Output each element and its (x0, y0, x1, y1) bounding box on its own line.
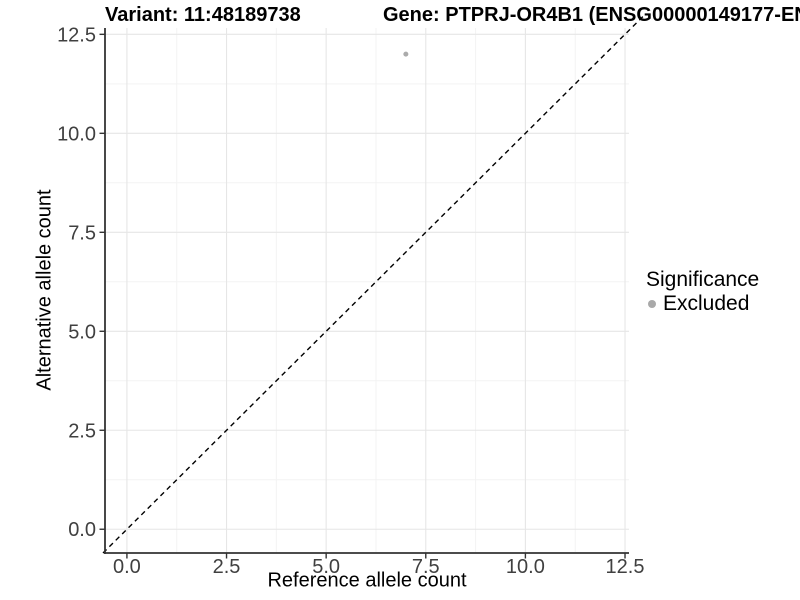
plot-title-gene: Gene: PTPRJ-OR4B1 (ENSG00000149177-EN (383, 4, 800, 26)
x-tick-label: 12.5 (606, 556, 645, 578)
y-tick-label: 12.5 (57, 24, 96, 46)
x-axis-title: Reference allele count (267, 569, 467, 592)
y-tick-label: 2.5 (68, 420, 96, 442)
data-point (403, 51, 409, 57)
x-tick-label: 2.5 (213, 556, 241, 578)
x-tick-label: 7.5 (412, 556, 440, 578)
legend: Significance Excluded (646, 268, 759, 316)
y-tick-label: 0.0 (68, 519, 96, 541)
x-tick-label: 10.0 (506, 556, 545, 578)
legend-title: Significance (646, 268, 760, 291)
x-tick-label: 5.0 (312, 556, 340, 578)
x-tick-label: 0.0 (113, 556, 141, 578)
legend-item-excluded: Excluded (646, 292, 759, 316)
identity-line (102, 16, 644, 554)
y-axis-title: Alternative allele count (33, 189, 56, 391)
legend-point-icon (648, 300, 656, 308)
plot-title-variant: Variant: 11:48189738 (105, 4, 301, 26)
y-tick-label: 5.0 (68, 321, 96, 343)
y-tick-label: 10.0 (57, 123, 96, 145)
legend-item-label: Excluded (663, 292, 750, 315)
y-tick-label: 7.5 (68, 222, 96, 244)
